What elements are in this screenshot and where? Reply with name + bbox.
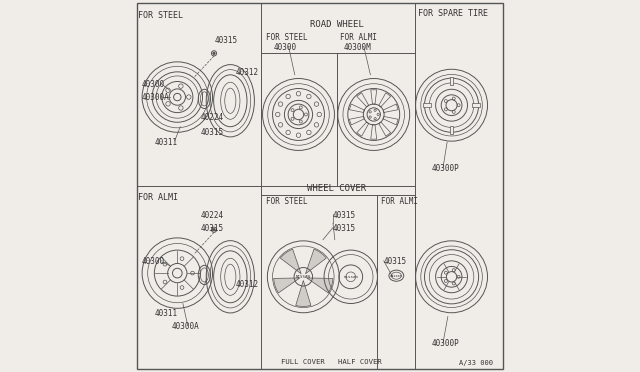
Text: WHEEL COVER: WHEEL COVER bbox=[307, 185, 366, 193]
Circle shape bbox=[213, 52, 215, 54]
Text: 40312: 40312 bbox=[236, 68, 259, 77]
Text: FOR ALMI: FOR ALMI bbox=[340, 33, 378, 42]
Text: 40300A: 40300A bbox=[172, 322, 200, 331]
Text: 40311: 40311 bbox=[155, 310, 178, 318]
Text: nissan: nissan bbox=[390, 274, 403, 278]
Text: FOR STEEL: FOR STEEL bbox=[266, 33, 308, 42]
Text: 40300: 40300 bbox=[142, 80, 165, 89]
Text: NISSAN: NISSAN bbox=[296, 275, 311, 279]
Text: 40300: 40300 bbox=[142, 257, 165, 266]
Polygon shape bbox=[305, 249, 326, 274]
Text: nissan: nissan bbox=[343, 275, 358, 279]
Polygon shape bbox=[274, 278, 300, 293]
Text: 40312: 40312 bbox=[236, 280, 259, 289]
Text: FOR STEEL: FOR STEEL bbox=[266, 197, 308, 206]
Text: 40300P: 40300P bbox=[431, 339, 459, 348]
Text: 40315: 40315 bbox=[333, 224, 356, 233]
Text: 40300P: 40300P bbox=[431, 164, 459, 173]
Text: ROAD WHEEL: ROAD WHEEL bbox=[310, 20, 364, 29]
Text: FOR STEEL: FOR STEEL bbox=[138, 11, 184, 20]
Bar bbox=[450, 126, 453, 134]
Text: 40224: 40224 bbox=[200, 113, 223, 122]
Polygon shape bbox=[280, 249, 301, 274]
Text: 40315: 40315 bbox=[200, 128, 223, 137]
Text: 40224: 40224 bbox=[200, 211, 223, 220]
Text: FULL COVER: FULL COVER bbox=[281, 359, 325, 365]
Text: 40311: 40311 bbox=[155, 138, 178, 147]
Bar bbox=[450, 77, 453, 85]
Text: FOR ALMI: FOR ALMI bbox=[138, 193, 179, 202]
Text: 40300A: 40300A bbox=[142, 93, 170, 102]
Text: 40315: 40315 bbox=[333, 211, 356, 220]
Bar bbox=[472, 103, 480, 107]
Text: FOR SPARE TIRE: FOR SPARE TIRE bbox=[418, 9, 488, 18]
Text: 40315: 40315 bbox=[384, 257, 407, 266]
Text: A/33 000: A/33 000 bbox=[459, 360, 493, 366]
Text: 40315: 40315 bbox=[200, 224, 223, 233]
Text: HALF COVER: HALF COVER bbox=[338, 359, 381, 365]
Text: 40315: 40315 bbox=[214, 36, 237, 45]
Bar bbox=[423, 103, 431, 107]
Circle shape bbox=[213, 229, 215, 231]
Text: 40300M: 40300M bbox=[344, 42, 372, 51]
Polygon shape bbox=[296, 280, 311, 307]
Polygon shape bbox=[307, 278, 333, 293]
Text: 40300: 40300 bbox=[274, 42, 297, 51]
Text: FOR ALMI: FOR ALMI bbox=[381, 197, 418, 206]
